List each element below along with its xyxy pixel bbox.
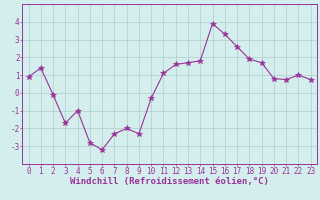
X-axis label: Windchill (Refroidissement éolien,°C): Windchill (Refroidissement éolien,°C)	[70, 177, 269, 186]
